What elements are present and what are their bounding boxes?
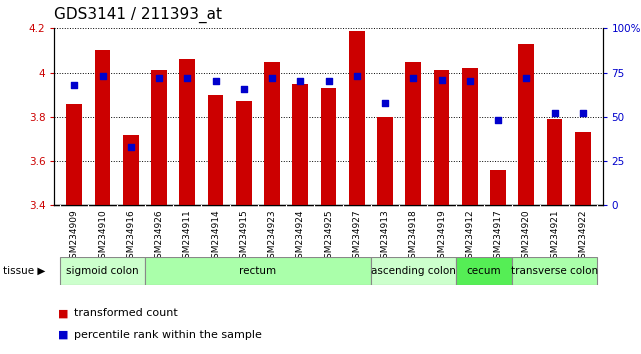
Bar xyxy=(349,30,365,205)
Text: GSM234923: GSM234923 xyxy=(267,210,276,264)
Bar xyxy=(179,59,195,205)
Point xyxy=(126,144,136,150)
Text: GSM234919: GSM234919 xyxy=(437,210,446,264)
Bar xyxy=(208,95,223,205)
Point xyxy=(154,75,164,81)
Bar xyxy=(67,104,82,205)
Point xyxy=(182,75,192,81)
Text: GSM234926: GSM234926 xyxy=(154,210,163,264)
Text: GDS3141 / 211393_at: GDS3141 / 211393_at xyxy=(54,7,222,23)
Bar xyxy=(264,62,279,205)
Bar xyxy=(292,84,308,205)
Text: GSM234909: GSM234909 xyxy=(70,210,79,264)
Bar xyxy=(575,132,590,205)
Point xyxy=(465,79,475,84)
Point xyxy=(69,82,79,88)
Text: ■: ■ xyxy=(58,308,68,318)
Text: transformed count: transformed count xyxy=(74,308,178,318)
Text: percentile rank within the sample: percentile rank within the sample xyxy=(74,330,262,339)
Text: GSM234914: GSM234914 xyxy=(211,210,220,264)
Bar xyxy=(95,51,110,205)
Bar xyxy=(60,257,145,285)
Point xyxy=(238,86,249,91)
Text: GSM234925: GSM234925 xyxy=(324,210,333,264)
Point xyxy=(380,100,390,105)
Text: GSM234911: GSM234911 xyxy=(183,210,192,264)
Text: GSM234922: GSM234922 xyxy=(578,210,587,264)
Point xyxy=(493,118,503,123)
Text: rectum: rectum xyxy=(239,266,276,276)
Text: ■: ■ xyxy=(58,330,68,339)
Bar xyxy=(434,70,449,205)
Point xyxy=(578,110,588,116)
Text: GSM234915: GSM234915 xyxy=(239,210,248,264)
Text: GSM234913: GSM234913 xyxy=(381,210,390,264)
Text: transverse colon: transverse colon xyxy=(511,266,598,276)
Text: GSM234916: GSM234916 xyxy=(126,210,135,264)
Bar xyxy=(378,117,393,205)
Point xyxy=(521,75,531,81)
Bar xyxy=(462,68,478,205)
Point xyxy=(437,77,447,82)
Bar xyxy=(456,257,512,285)
Text: sigmoid colon: sigmoid colon xyxy=(66,266,139,276)
Bar xyxy=(236,101,251,205)
Point xyxy=(267,75,277,81)
Text: GSM234920: GSM234920 xyxy=(522,210,531,264)
Bar xyxy=(490,170,506,205)
Text: GSM234921: GSM234921 xyxy=(550,210,559,264)
Bar xyxy=(512,257,597,285)
Bar xyxy=(371,257,456,285)
Bar xyxy=(519,44,534,205)
Point xyxy=(352,73,362,79)
Point xyxy=(408,75,419,81)
Point xyxy=(549,110,560,116)
Text: GSM234924: GSM234924 xyxy=(296,210,304,264)
Text: GSM234927: GSM234927 xyxy=(353,210,362,264)
Point xyxy=(210,79,221,84)
Text: GSM234910: GSM234910 xyxy=(98,210,107,264)
Text: GSM234917: GSM234917 xyxy=(494,210,503,264)
Bar xyxy=(406,62,421,205)
Text: cecum: cecum xyxy=(467,266,501,276)
Bar xyxy=(151,70,167,205)
Bar xyxy=(320,88,337,205)
Text: ascending colon: ascending colon xyxy=(371,266,456,276)
Point xyxy=(97,73,108,79)
Text: GSM234918: GSM234918 xyxy=(409,210,418,264)
Bar xyxy=(145,257,371,285)
Bar xyxy=(547,119,562,205)
Point xyxy=(295,79,305,84)
Point xyxy=(323,79,333,84)
Text: tissue ▶: tissue ▶ xyxy=(3,266,46,276)
Bar xyxy=(123,135,138,205)
Text: GSM234912: GSM234912 xyxy=(465,210,474,264)
